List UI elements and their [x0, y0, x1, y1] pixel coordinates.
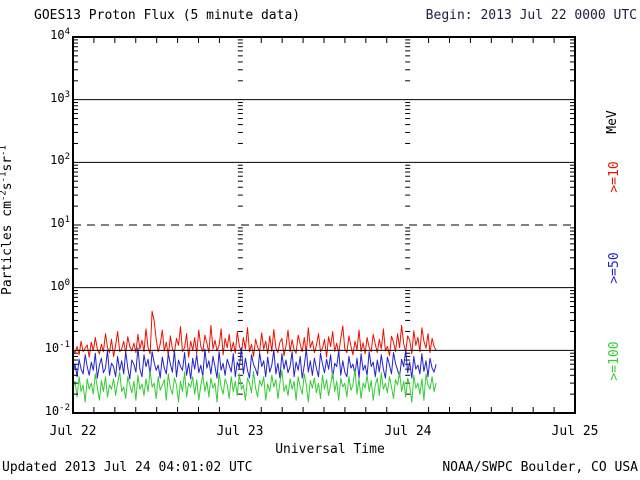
legend-ge50-label: >=50 — [607, 252, 622, 284]
y-tick-label: 102 — [50, 152, 70, 168]
x-tick-label-jul22: Jul 22 — [49, 424, 97, 439]
legend-units-label: MeV — [605, 110, 620, 134]
y-tick-label: 10-1 — [44, 340, 70, 356]
x-tick-label-jul23: Jul 23 — [216, 424, 264, 439]
y-tick-label: 100 — [50, 277, 70, 293]
flux-series — [72, 310, 437, 403]
x-tick-label-jul24: Jul 24 — [384, 424, 432, 439]
gridlines — [73, 99, 575, 351]
plot-frame — [72, 36, 576, 414]
x-axis-title: Universal Time — [275, 442, 385, 457]
series->=50 — [72, 347, 437, 380]
series->=100 — [72, 368, 437, 403]
y-tick-label: 10-2 — [44, 403, 70, 419]
updated-timestamp-label: Updated 2013 Jul 24 04:01:02 UTC — [2, 460, 253, 475]
y-tick-label: 103 — [50, 89, 70, 105]
y-tick-label: 104 — [50, 27, 70, 43]
series->=10 — [72, 310, 437, 358]
y-tick-label: 101 — [50, 215, 70, 231]
y-axis-title: Particles cm-2s-1sr-1 — [0, 145, 15, 295]
legend-ge10-label: >=10 — [607, 161, 622, 193]
chart-title: GOES13 Proton Flux (5 minute data) — [34, 8, 301, 23]
legend-ge100-label: >=100 — [607, 341, 622, 381]
x-tick-label-jul25: Jul 25 — [551, 424, 599, 439]
begin-timestamp-label: Begin: 2013 Jul 22 0000 UTC — [425, 8, 637, 23]
data-source-label: NOAA/SWPC Boulder, CO USA — [442, 460, 638, 475]
